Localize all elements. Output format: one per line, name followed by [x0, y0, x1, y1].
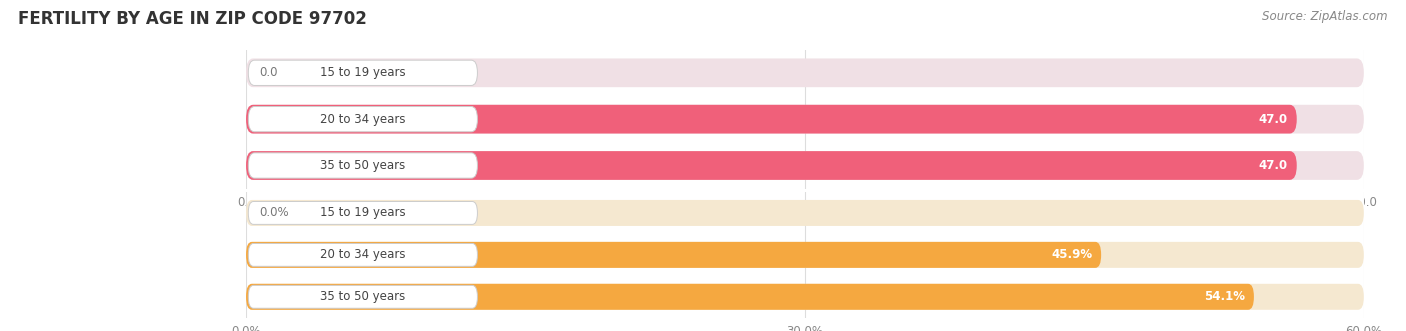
FancyBboxPatch shape: [246, 242, 1364, 268]
FancyBboxPatch shape: [246, 105, 1364, 133]
Text: 15 to 19 years: 15 to 19 years: [321, 207, 406, 219]
Text: 20 to 34 years: 20 to 34 years: [321, 113, 405, 126]
Text: 0.0%: 0.0%: [260, 207, 290, 219]
FancyBboxPatch shape: [246, 105, 1296, 133]
FancyBboxPatch shape: [246, 284, 1364, 310]
Text: 20 to 34 years: 20 to 34 years: [321, 248, 405, 261]
Text: 0.0: 0.0: [260, 66, 278, 79]
Text: Source: ZipAtlas.com: Source: ZipAtlas.com: [1263, 10, 1388, 23]
FancyBboxPatch shape: [249, 107, 478, 132]
FancyBboxPatch shape: [246, 284, 1254, 310]
Text: 47.0: 47.0: [1258, 159, 1288, 172]
Text: 15 to 19 years: 15 to 19 years: [321, 66, 406, 79]
FancyBboxPatch shape: [249, 60, 478, 85]
Text: 35 to 50 years: 35 to 50 years: [321, 159, 405, 172]
Text: 45.9%: 45.9%: [1052, 248, 1092, 261]
FancyBboxPatch shape: [246, 59, 1364, 87]
Text: 54.1%: 54.1%: [1204, 290, 1244, 303]
FancyBboxPatch shape: [249, 243, 478, 266]
Text: 47.0: 47.0: [1258, 113, 1288, 126]
Text: FERTILITY BY AGE IN ZIP CODE 97702: FERTILITY BY AGE IN ZIP CODE 97702: [18, 10, 367, 28]
FancyBboxPatch shape: [246, 242, 1101, 268]
FancyBboxPatch shape: [246, 151, 1364, 180]
FancyBboxPatch shape: [246, 151, 1296, 180]
Text: 35 to 50 years: 35 to 50 years: [321, 290, 405, 303]
FancyBboxPatch shape: [249, 153, 478, 178]
FancyBboxPatch shape: [246, 200, 1364, 226]
FancyBboxPatch shape: [249, 202, 478, 224]
FancyBboxPatch shape: [249, 285, 478, 308]
